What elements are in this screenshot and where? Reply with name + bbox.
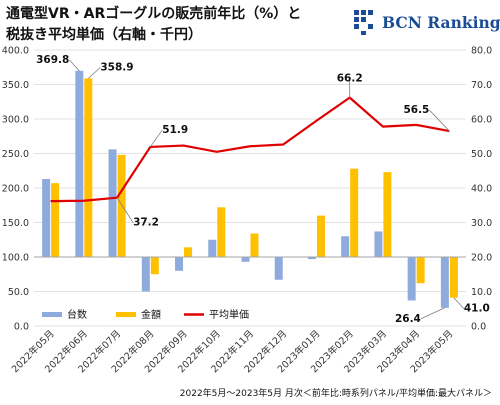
bar-units [175,257,184,271]
right-axis-tick: 80.0 [471,46,492,57]
bar-units [141,257,150,292]
right-axis-tick: 0.0 [471,322,486,333]
bar-units [341,236,350,257]
data-label: 358.9 [100,61,133,73]
right-axis-tick: 10.0 [471,287,492,298]
data-label: 66.2 [337,73,363,85]
data-label-leader [429,109,450,132]
bcn-logo-icon [354,10,373,35]
left-axis-tick: 250.0 [2,149,29,160]
chart-title: 通電型VR・ARゴーグルの販売前年比（%）と 税抜き平均単価（右軸・千円） [6,4,336,46]
bar-amount [217,207,226,257]
left-axis-tick: 50.0 [8,287,29,298]
data-label-leader [420,307,446,320]
bar-amount [416,257,425,284]
left-axis-tick: 200.0 [2,184,29,195]
bar-amount [383,172,392,257]
legend-label: 金額 [141,308,161,321]
bar-amount [350,168,359,257]
data-label-leader [116,197,134,223]
legend-label: 台数 [67,308,87,321]
bar-units [75,70,84,257]
right-axis-tick: 40.0 [471,184,492,195]
legend-swatch [116,312,136,317]
data-label-leader [88,67,101,79]
bar-amount [184,247,193,257]
bar-amount [250,233,259,257]
data-label: 56.5 [403,104,429,116]
bar-units [307,257,316,260]
bar-amount [117,154,126,257]
bar-units [274,257,283,280]
data-label: 26.4 [395,313,421,325]
bar-units [407,257,416,301]
bar-units [208,239,217,257]
bar-amount [449,257,458,298]
title-line-1: 通電型VR・ARゴーグルの販売前年比（%）と [6,6,302,22]
bar-amount [51,183,60,257]
bar-units [440,257,449,308]
bar-units [42,179,51,257]
right-axis-tick: 30.0 [471,218,492,229]
title-line-2: 税抜き平均単価（右軸・千円） [6,27,202,43]
data-label: 37.2 [133,217,159,229]
data-label: 41.0 [464,303,490,315]
right-axis-tick: 60.0 [471,115,492,126]
right-axis-tick: 20.0 [471,253,492,264]
bar-amount [84,78,93,257]
bcn-logo: BCN Ranking [352,8,500,38]
chart-footnote: 2022年5月～2023年5月 月次＜前年比:時系列パネル/平均単価:最大パネル… [179,389,492,399]
left-axis-tick: 100.0 [2,253,29,264]
legend-swatch [42,312,62,317]
bar-units [108,149,117,257]
bar-amount [316,215,325,257]
left-axis-tick: 400.0 [2,46,29,57]
bar-units [241,257,250,262]
bar-amount [150,257,159,275]
left-axis-tick: 300.0 [2,115,29,126]
data-label-leader [453,297,465,309]
bar-units [374,231,383,257]
left-axis-tick: 150.0 [2,218,29,229]
right-axis-tick: 70.0 [471,80,492,91]
data-label: 51.9 [162,124,188,136]
left-axis-tick: 0.0 [14,322,29,333]
right-axis-tick: 50.0 [471,149,492,160]
logo-text: BCN Ranking [382,13,500,32]
data-label-leader [149,129,163,148]
legend-label: 平均単価 [209,308,249,321]
data-label-leader [69,59,80,72]
left-axis-tick: 350.0 [2,80,29,91]
data-label: 369.8 [36,54,69,66]
